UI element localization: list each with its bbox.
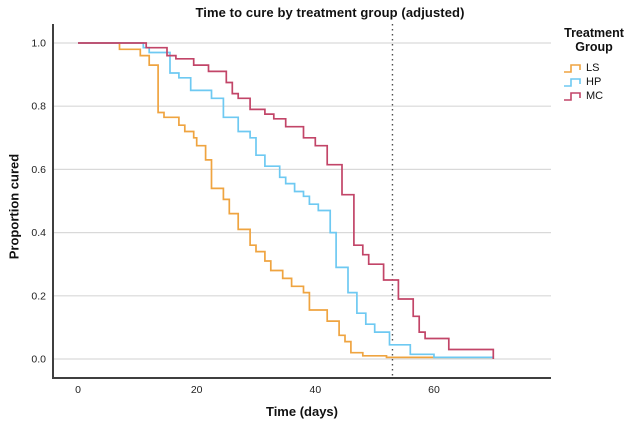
axis-lines xyxy=(52,24,551,379)
y-tick-label: 0.2 xyxy=(31,290,46,302)
legend-label: MC xyxy=(586,89,604,102)
x-tick-label: 40 xyxy=(309,384,321,396)
legend-item-mc: MC xyxy=(552,89,636,103)
x-tick-label: 20 xyxy=(191,384,203,396)
curve-HP xyxy=(78,42,494,359)
legend: Treatment Group LS HP MC xyxy=(552,26,636,103)
step-line-icon xyxy=(564,63,581,73)
legend-label: LS xyxy=(586,61,600,74)
y-tick-label: 1.0 xyxy=(31,38,46,50)
step-line-icon xyxy=(564,77,581,87)
curve-MC xyxy=(78,42,495,359)
step-line-icon xyxy=(564,91,581,101)
x-tick-label: 60 xyxy=(428,384,440,396)
legend-title: Treatment Group xyxy=(564,26,624,55)
x-axis-title: Time (days) xyxy=(265,404,338,419)
y-tick-label: 0.6 xyxy=(31,164,46,176)
legend-item-hp: HP xyxy=(552,75,636,89)
chart-title: Time to cure by treatment group (adjuste… xyxy=(195,5,465,20)
y-tick-label: 0.0 xyxy=(31,354,46,366)
y-tick-label: 0.4 xyxy=(31,227,46,239)
curve-LS xyxy=(78,42,494,359)
legend-item-ls: LS xyxy=(552,61,636,75)
x-tick-label: 0 xyxy=(75,384,81,396)
legend-label: HP xyxy=(586,75,602,88)
y-tick-label: 0.8 xyxy=(31,101,46,113)
